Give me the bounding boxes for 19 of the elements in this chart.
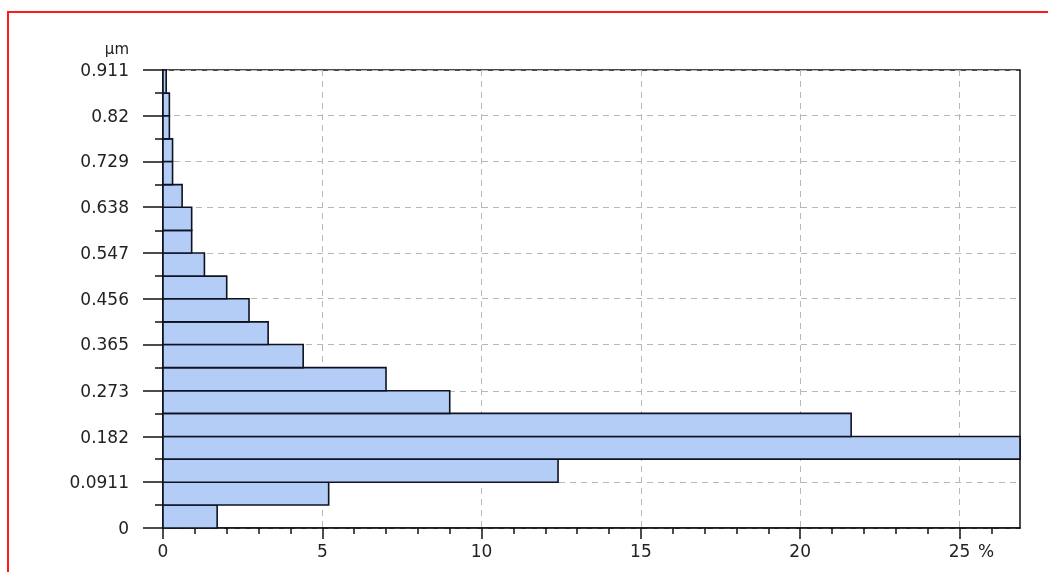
x-tick-label: 25	[948, 540, 971, 561]
y-tick-label: 0.82	[91, 105, 129, 126]
y-tick-label: 0.547	[80, 243, 129, 263]
x-tick-label: 20	[789, 540, 811, 561]
y-tick-label: 0.182	[80, 426, 129, 447]
x-axis-title: %	[978, 540, 995, 561]
y-tick-label: 0.365	[80, 334, 129, 355]
y-tick-label: 0.456	[80, 288, 129, 309]
x-tick-label: 10	[470, 540, 493, 561]
y-tick-label: 0.0911	[69, 472, 129, 493]
y-axis-title: µm	[104, 39, 129, 58]
y-tick-label: 0.273	[80, 380, 129, 401]
y-tick-label: 0.638	[80, 197, 129, 218]
x-tick-label: 0	[157, 540, 169, 561]
y-tick-label: 0	[118, 518, 129, 538]
y-tick-label: 0.729	[80, 151, 129, 172]
x-tick-label: 15	[630, 540, 652, 561]
x-tick-label: 5	[316, 540, 328, 561]
y-tick-label: 0.911	[80, 60, 129, 80]
